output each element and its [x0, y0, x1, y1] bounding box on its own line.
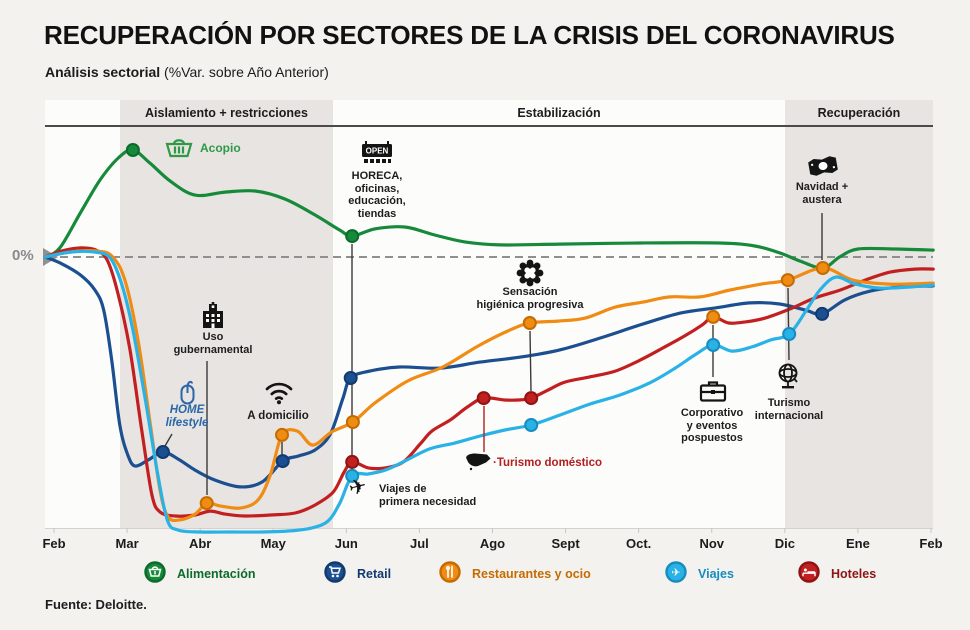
legend-item-hoteles: Hoteles	[798, 560, 877, 588]
month-label: Nov	[699, 536, 725, 551]
money-icon	[805, 153, 841, 184]
globe-icon	[773, 361, 803, 397]
phase-label: Aislamiento + restricciones	[145, 106, 308, 120]
month-label: Ene	[845, 536, 870, 551]
data-point-alimentacion	[345, 229, 360, 244]
subtitle-bold: Análisis sectorial	[45, 64, 161, 80]
legend-label: Hoteles	[831, 567, 877, 581]
month-label: Feb	[919, 536, 943, 551]
legend-item-restaurantes: Restaurantes y ocio	[439, 560, 591, 588]
annotation-turismo-internacional: Turismo internacional	[754, 397, 824, 422]
annotation-acopio: Acopio	[200, 141, 241, 155]
phase-header-rule	[45, 125, 933, 127]
data-point-restaurantes	[706, 309, 721, 324]
month-label: Dic	[774, 536, 795, 551]
legend-cutlery-icon	[439, 560, 461, 588]
legend-bed-icon	[798, 560, 820, 588]
annotation-sensacion-higienica: Sensación higiénica progresiva	[476, 286, 584, 311]
legend-plane-icon: ✈	[665, 560, 687, 588]
data-point-retail	[815, 306, 830, 321]
annotation-line	[164, 433, 173, 447]
data-point-viajes	[706, 338, 721, 352]
svg-text:✈: ✈	[671, 566, 680, 579]
annotation-line	[787, 287, 790, 361]
svg-text:OPEN: OPEN	[366, 147, 389, 156]
month-label: Ago	[479, 536, 506, 551]
month-label: Jun	[334, 536, 358, 551]
data-point-viajes	[345, 468, 360, 483]
data-point-restaurantes	[275, 427, 289, 442]
month-label: Feb	[42, 536, 66, 551]
annotation-turismo-domestico: ·Turismo doméstico	[493, 457, 603, 469]
source-note: Fuente: Deloitte.	[45, 597, 147, 612]
data-point-restaurantes	[345, 415, 360, 429]
annotation-corporativo: Corporativo y eventos pospuestos	[680, 407, 744, 444]
annotation-horeca: HORECA, oficinas, educación, tiendas	[348, 170, 406, 220]
x-axis-line	[45, 528, 933, 529]
data-point-viajes	[524, 418, 539, 432]
annotation-a-domicilio: A domicilio	[247, 410, 309, 422]
legend-label: Restaurantes y ocio	[472, 567, 591, 581]
legend-item-retail: Retail	[324, 560, 392, 588]
annotation-line	[529, 330, 532, 392]
legend-basket-icon	[144, 560, 166, 588]
data-point-alimentacion	[125, 143, 140, 157]
zero-percent-label: 0%	[12, 247, 34, 264]
data-point-hoteles	[476, 391, 491, 406]
month-label: Sept	[551, 536, 580, 551]
annotation-home-lifestyle: HOME lifestyle	[165, 404, 209, 429]
data-point-restaurantes	[780, 273, 795, 288]
page-title: RECUPERACIÓN POR SECTORES DE LA CRISIS D…	[44, 20, 895, 50]
data-point-restaurantes	[522, 316, 537, 330]
legend-label: Retail	[357, 567, 392, 581]
data-point-restaurantes	[199, 496, 214, 511]
data-point-retail	[275, 454, 290, 469]
data-point-restaurantes	[815, 261, 830, 275]
month-label: May	[260, 536, 286, 551]
series-line-hoteles	[43, 246, 935, 518]
annotation-uso-gubernamental: Uso gubernamental	[173, 331, 253, 356]
month-label: Mar	[115, 536, 139, 551]
annotation-navidad-austera: Navidad + austera	[795, 181, 849, 206]
mouse-icon	[178, 379, 198, 412]
legend-cart-icon	[324, 560, 346, 588]
series-line-alimentacion	[43, 148, 935, 270]
basket-icon	[163, 136, 195, 166]
briefcase-icon	[698, 378, 728, 409]
legend-label: Viajes	[698, 567, 734, 581]
gear-icon	[515, 258, 545, 293]
phase-label: Recuperación	[817, 106, 901, 120]
month-label: Abr	[188, 536, 212, 551]
spain-icon	[463, 449, 493, 476]
month-label: Jul	[410, 536, 429, 551]
legend-item-alimentacion: Alimentación	[144, 560, 256, 588]
legend-label: Alimentación	[177, 567, 256, 581]
data-point-retail	[343, 371, 358, 385]
month-label: Oct.	[626, 536, 652, 551]
building-icon	[199, 302, 227, 335]
plane-icon: ✈	[346, 474, 370, 501]
data-point-hoteles	[524, 391, 539, 406]
series-line-retail	[43, 255, 935, 489]
annotation-viajes-primera-necesidad: Viajes de primera necesidad	[379, 483, 477, 508]
data-point-retail	[155, 445, 170, 459]
wifi-icon	[260, 376, 298, 411]
phase-band	[785, 100, 933, 528]
data-point-hoteles	[345, 454, 360, 469]
open-sign-icon: OPEN	[359, 140, 395, 173]
phase-label: Estabilización	[517, 106, 601, 120]
subtitle-rest: (%Var. sobre Año Anterior)	[160, 64, 329, 80]
legend-item-viajes: ✈ Viajes	[665, 560, 734, 588]
page-subtitle: Análisis sectorial (%Var. sobre Año Ante…	[45, 64, 329, 80]
data-point-viajes	[782, 327, 797, 341]
